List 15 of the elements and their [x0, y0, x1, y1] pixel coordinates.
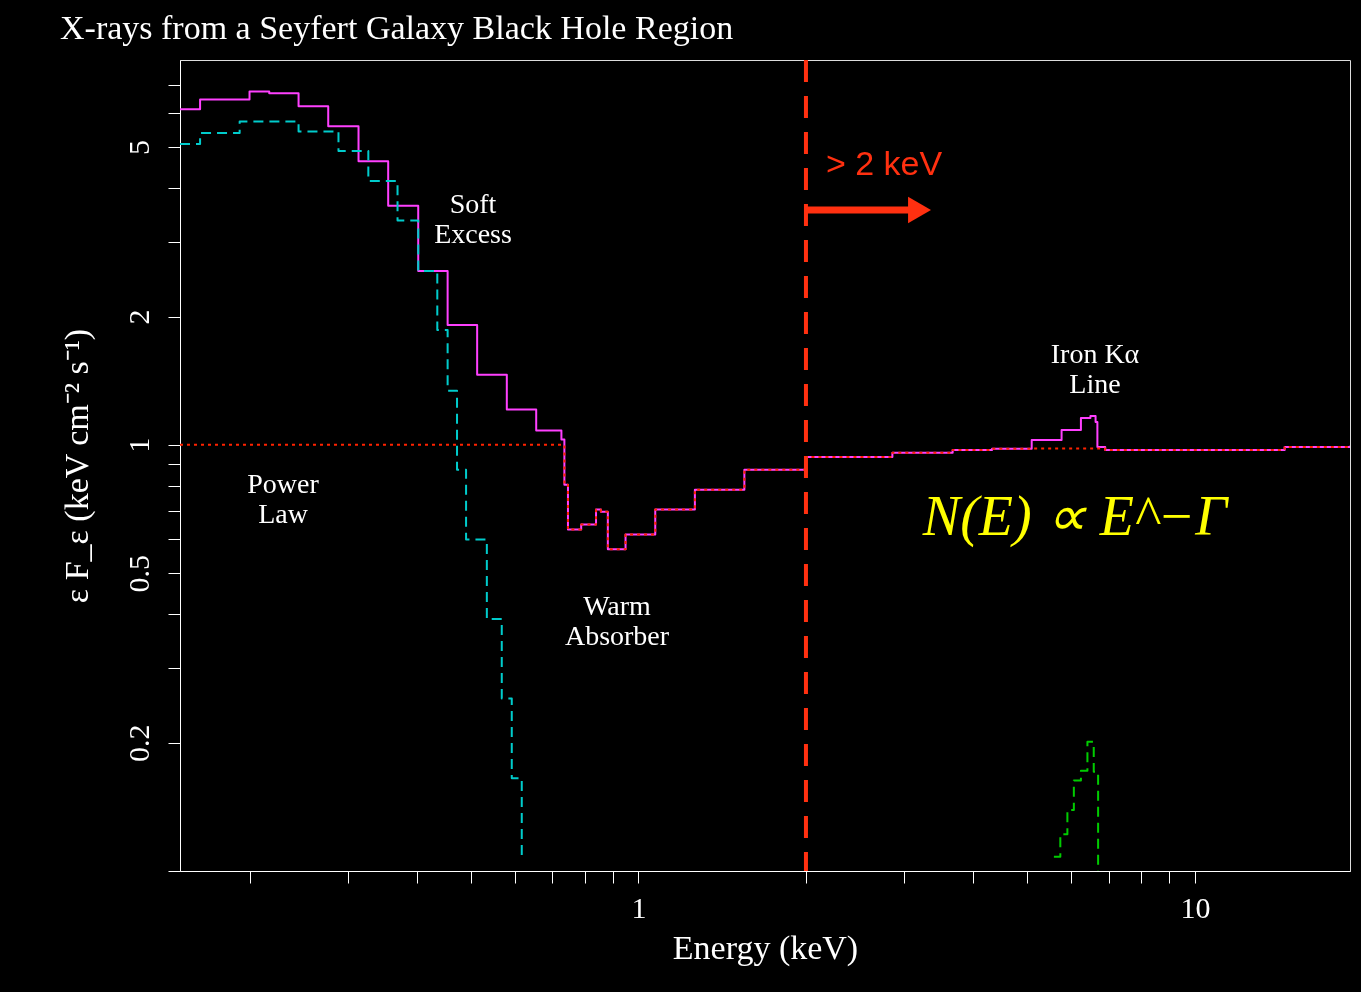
- y-tick-label: 2: [121, 309, 155, 325]
- annotation: N(E) ∝ E^−Γ: [921, 485, 1230, 548]
- y-tick-label: 0.2: [121, 724, 155, 762]
- annotation: Soft Excess: [434, 188, 512, 249]
- annotation: Iron Kα Line: [1050, 338, 1140, 399]
- x-tick-label: 10: [1180, 890, 1211, 924]
- chart-title: X-rays from a Seyfert Galaxy Black Hole Region: [60, 9, 734, 46]
- y-tick-label: 5: [121, 139, 155, 155]
- ref-line-label: > 2 keV: [825, 144, 943, 182]
- y-tick-label: 1: [121, 437, 155, 453]
- y-tick-label: 0.5: [121, 554, 155, 593]
- annotation: Warm Absorber: [564, 590, 670, 651]
- annotation: Power Law: [247, 468, 320, 529]
- x-axis-title: Energy (keV): [672, 928, 859, 967]
- y-axis-title: ε F_ε (keV cm⁻² s⁻¹): [57, 328, 96, 604]
